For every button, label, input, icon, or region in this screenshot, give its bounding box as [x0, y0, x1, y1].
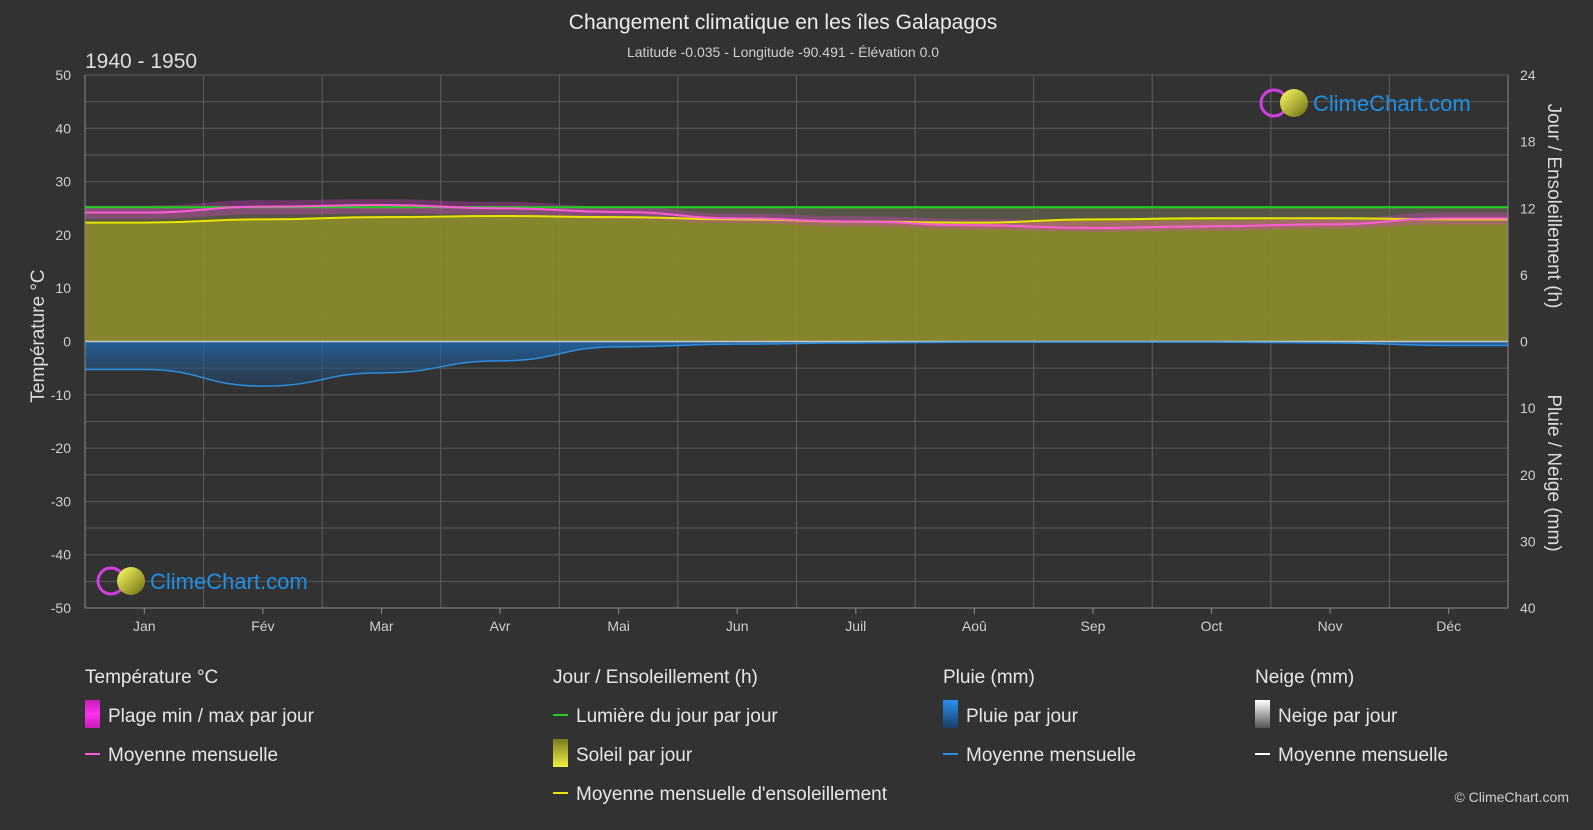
- y-tick-right-top: 6: [1520, 267, 1528, 283]
- legend-swatch-box: [85, 700, 100, 728]
- y-tick-right-top: 12: [1520, 200, 1536, 216]
- legend-item-label: Plage min / max par jour: [108, 706, 315, 727]
- data-lines: [84, 204, 1508, 387]
- legend-swatch-box: [553, 739, 568, 767]
- legend-group-title: Pluie (mm): [943, 667, 1035, 688]
- y-tick-left: -20: [51, 440, 71, 456]
- y-axis-left-label: Température °C: [28, 269, 49, 402]
- y-tick-left: 40: [55, 120, 71, 136]
- y-tick-left: 30: [55, 174, 71, 190]
- y-tick-right-bottom: 40: [1520, 600, 1536, 616]
- period-label: 1940 - 1950: [85, 50, 197, 73]
- legend-item-label: Soleil par jour: [576, 745, 693, 766]
- x-tick-label: Juil: [845, 618, 866, 634]
- legend-item-label: Moyenne mensuelle d'ensoleillement: [576, 784, 888, 805]
- logo-text-bottom: ClimeChart.com: [150, 569, 308, 594]
- legend-item-label: Neige par jour: [1278, 706, 1398, 727]
- chart-subtitle: Latitude -0.035 - Longitude -90.491 - Él…: [627, 44, 939, 60]
- logo-sun-icon: [1280, 89, 1308, 117]
- y-tick-left: 10: [55, 280, 71, 296]
- chart-title: Changement climatique en les îles Galapa…: [569, 11, 997, 34]
- legend-item-label: Pluie par jour: [966, 706, 1079, 727]
- legend-group-title: Température °C: [85, 667, 218, 688]
- x-tick-label: Déc: [1436, 618, 1461, 634]
- legend-group-title: Jour / Ensoleillement (h): [553, 667, 758, 688]
- y-axis-right-top-label: Jour / Ensoleillement (h): [1543, 104, 1564, 309]
- x-tick-label: Mar: [369, 618, 393, 634]
- legend-item-label: Moyenne mensuelle: [108, 745, 278, 766]
- legend-swatch-box: [1255, 700, 1270, 728]
- y-tick-left: -50: [51, 600, 71, 616]
- x-tick-label: Avr: [490, 618, 511, 634]
- y-tick-left: 20: [55, 227, 71, 243]
- legend-item-label: Moyenne mensuelle: [966, 745, 1136, 766]
- x-tick-label: Sep: [1080, 618, 1105, 634]
- y-axis-right-bottom-label: Pluie / Neige (mm): [1543, 394, 1564, 551]
- axes: 50 40 30 20 10 0 -10 -20 -30 -40 -50 24 18 12 6 0 10 20 30…: [51, 67, 1536, 634]
- y-tick-left: -40: [51, 547, 71, 563]
- sunshine-area: [85, 216, 1508, 342]
- y-tick-left: -30: [51, 493, 71, 509]
- temperature-mean-line: [85, 204, 1508, 229]
- rainfall-area: [85, 341, 1508, 387]
- logo-text-top: ClimeChart.com: [1313, 91, 1471, 116]
- rainfall-mean-line: [85, 341, 1508, 387]
- y-tick-right-top: 18: [1520, 134, 1536, 150]
- logo-bottom: ClimeChart.com: [96, 566, 308, 596]
- legend-item-label: Moyenne mensuelle: [1278, 745, 1448, 766]
- legend-group-title: Neige (mm): [1255, 667, 1354, 688]
- legend: Température °C Plage min / max par jour Mo…: [85, 667, 1448, 805]
- logo-sun-icon: [117, 567, 145, 595]
- y-tick-right-bottom: 20: [1520, 467, 1536, 483]
- x-tick-label: Oct: [1201, 618, 1223, 634]
- y-tick-left: 50: [55, 67, 71, 83]
- legend-swatch-box: [943, 700, 958, 728]
- y-tick-left: 0: [63, 334, 71, 350]
- x-tick-label: Fév: [251, 618, 274, 634]
- y-tick-right-bottom: 10: [1520, 400, 1536, 416]
- x-tick-label: Aoû: [962, 618, 987, 634]
- y-tick-left: -10: [51, 387, 71, 403]
- x-tick-label: Mai: [607, 618, 630, 634]
- y-tick-right-top: 24: [1520, 67, 1536, 83]
- y-tick-right-bottom: 30: [1520, 533, 1536, 549]
- logo-top: ClimeChart.com: [1259, 88, 1471, 118]
- copyright: © ClimeChart.com: [1454, 789, 1569, 805]
- x-tick-label: Nov: [1318, 618, 1343, 634]
- x-tick-label: Jun: [726, 618, 749, 634]
- x-tick-label: Jan: [133, 618, 156, 634]
- legend-item-label: Lumière du jour par jour: [576, 706, 778, 727]
- y-tick-right-top: 0: [1520, 334, 1528, 350]
